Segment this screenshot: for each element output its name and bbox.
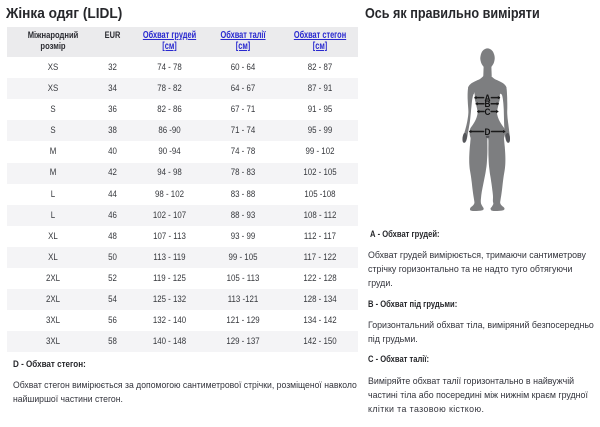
svg-text:D: D [485, 127, 491, 137]
svg-text:A: A [485, 93, 491, 103]
svg-text:C: C [485, 107, 491, 117]
svg-text:B: B [485, 99, 491, 109]
